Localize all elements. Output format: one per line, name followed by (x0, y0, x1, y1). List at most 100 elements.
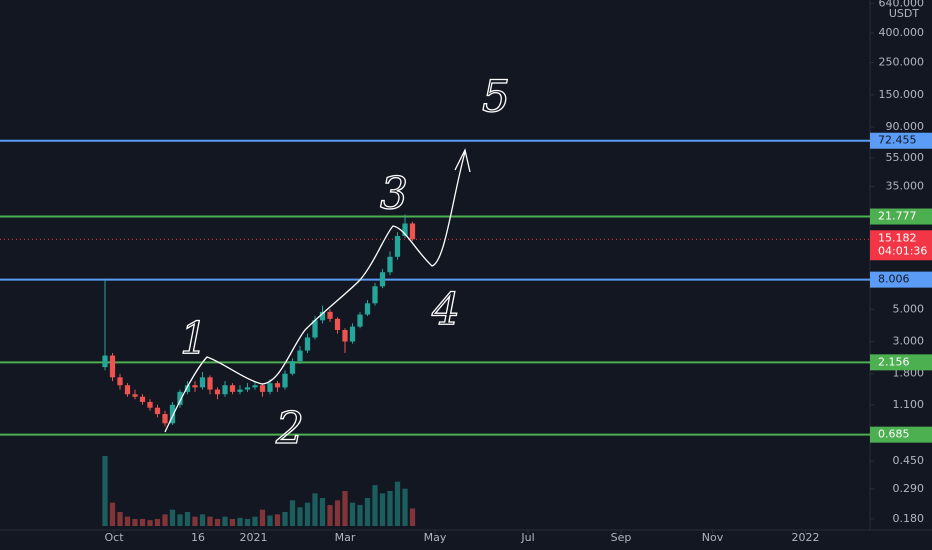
volume-bar (402, 488, 408, 526)
volume-bar (139, 519, 146, 526)
candle-body (402, 223, 408, 236)
candle-body (379, 272, 386, 287)
volume-bar (147, 520, 153, 526)
wave-label: 1 (180, 314, 208, 365)
price-label-box (870, 208, 932, 225)
candle-body (364, 303, 371, 315)
x-tick-label: Nov (702, 531, 724, 544)
y-tick-label: 0.180 (893, 512, 925, 525)
volume-bar (192, 516, 198, 526)
volume-bar (349, 502, 356, 526)
y-tick-label: 55.000 (886, 151, 925, 164)
x-tick-label: 16 (191, 531, 205, 544)
candle-body (394, 235, 401, 257)
volume-bar (379, 493, 386, 526)
countdown-label: 04:01:36 (878, 244, 927, 257)
candle-body (169, 404, 176, 424)
x-tick-label: 2021 (240, 531, 268, 544)
volume-bar (319, 498, 326, 526)
price-label: 8.006 (878, 273, 910, 286)
y-tick-label: 35.000 (886, 180, 925, 193)
candle-body (267, 383, 273, 392)
volume-bar (109, 502, 116, 526)
candle-body (192, 385, 198, 388)
x-tick-label: Sep (611, 531, 632, 544)
y-tick-label: 150.000 (879, 88, 925, 101)
price-label: 21.777 (878, 210, 917, 223)
volume-bar (259, 509, 266, 526)
candle-body (409, 223, 416, 240)
candle-body (244, 387, 251, 390)
candle-body (252, 385, 258, 388)
volume-bar (184, 512, 191, 526)
plot-area (0, 139, 870, 526)
candle-body (222, 385, 228, 395)
volume-bar (252, 516, 258, 526)
volume-bar (312, 493, 318, 526)
last-price-box (870, 230, 932, 261)
price-label-box (870, 271, 932, 288)
candle-body (147, 401, 153, 408)
candle-body (229, 385, 236, 392)
y-tick-label: 1.100 (893, 398, 925, 411)
candle-body (319, 311, 326, 321)
volume-bar (199, 514, 206, 526)
currency-label: USDT (889, 7, 920, 20)
candle-body (177, 391, 183, 405)
price-label: 0.685 (878, 428, 910, 441)
candle-body (304, 337, 311, 351)
y-tick-label: 3.000 (893, 335, 925, 348)
candle-body (387, 256, 393, 273)
volume-bar (214, 519, 221, 526)
candle-body (117, 377, 123, 386)
wave-drawing (164, 148, 471, 433)
volume-bar (102, 456, 108, 526)
y-tick-label: 0.450 (893, 454, 925, 467)
volume-bar (372, 485, 378, 526)
y-tick-label: 5.000 (893, 302, 925, 315)
candle-body (132, 394, 138, 397)
candle-body (162, 414, 168, 424)
candle-body (274, 383, 281, 388)
candle-body (139, 396, 146, 402)
volume-bar (177, 514, 183, 526)
candle-body (327, 311, 333, 319)
wave-label: 5 (482, 72, 510, 123)
volume-bar (207, 516, 213, 526)
candle-body (312, 320, 318, 338)
candle-body (154, 407, 161, 415)
wave-label: 2 (275, 404, 304, 455)
candle-body (372, 286, 378, 304)
candle-body (289, 361, 296, 374)
volume-bar (154, 519, 161, 526)
wave-label: 3 (380, 169, 408, 220)
price-label-box (870, 426, 932, 443)
volume-bar (267, 515, 273, 526)
volume-bar (334, 500, 341, 526)
y-tick-label: 640.000 (879, 0, 925, 9)
volume-bar (229, 519, 236, 526)
x-tick-label: Mar (335, 531, 356, 544)
volume-bar (289, 500, 296, 526)
volume-bar (357, 505, 363, 526)
volume-bar (304, 502, 311, 526)
price-label-box (870, 354, 932, 371)
candle-body (124, 385, 131, 395)
price-label: 72.455 (878, 134, 917, 147)
volume-bar (169, 509, 176, 526)
y-tick-label: 0.290 (893, 482, 925, 495)
volume-bar (124, 516, 131, 526)
candle-body (207, 377, 213, 390)
volume-bar (409, 508, 416, 526)
candle-body (237, 389, 243, 392)
candle-body (184, 385, 191, 392)
price-label: 2.156 (878, 355, 910, 368)
y-tick-label: 250.000 (879, 56, 925, 69)
x-tick-label: May (424, 531, 447, 544)
volume-bar (274, 514, 281, 526)
volume-bar (132, 519, 138, 526)
wave-label: 4 (431, 285, 460, 336)
volume-bar (244, 519, 251, 526)
